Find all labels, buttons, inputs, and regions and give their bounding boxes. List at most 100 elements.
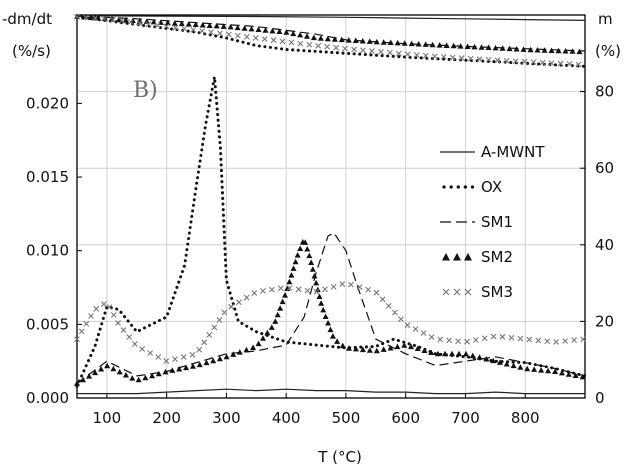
series-marker — [180, 354, 187, 360]
series-marker — [553, 339, 560, 345]
legend-label: SM2 — [481, 248, 513, 266]
legend-swatch — [453, 253, 461, 261]
series-marker — [129, 375, 136, 381]
series-marker — [365, 286, 372, 293]
series-marker — [436, 42, 443, 48]
series-marker — [250, 344, 257, 351]
y-left-axis-title-line2: (%/s) — [12, 42, 51, 60]
series-marker — [164, 19, 171, 26]
panel-label: B) — [133, 78, 158, 103]
series-marker — [304, 287, 311, 294]
series-marker — [366, 38, 373, 44]
axis-ticks: 100 200 300 400 500 600 700 8000.0000.0050.0100… — [26, 83, 614, 427]
series-marker — [149, 372, 156, 379]
series-marker — [196, 346, 203, 353]
series-marker — [526, 336, 533, 343]
series-marker — [306, 41, 313, 48]
series-marker — [122, 371, 129, 378]
series-marker — [83, 320, 90, 327]
series-marker — [255, 26, 262, 33]
mass-curves — [74, 13, 587, 68]
rate-series-sm3 — [74, 281, 586, 364]
series-marker — [74, 380, 80, 386]
series-marker — [408, 343, 415, 350]
series-marker — [510, 362, 517, 369]
series-marker — [512, 58, 519, 65]
series-marker — [434, 350, 441, 357]
series-marker — [555, 47, 562, 54]
series-marker — [538, 367, 545, 373]
series-line — [76, 15, 586, 21]
series-marker — [243, 294, 250, 301]
series-marker — [541, 47, 548, 53]
series-marker — [248, 25, 255, 32]
series-marker — [324, 43, 331, 50]
series-marker — [223, 353, 230, 360]
series-marker — [92, 369, 99, 376]
series-marker — [429, 41, 436, 48]
series-marker — [145, 21, 152, 28]
series-marker — [228, 303, 235, 310]
series-marker — [428, 334, 435, 341]
series-marker — [404, 322, 411, 329]
y-left-tick-label: 0.010 — [26, 242, 69, 260]
series-marker — [190, 26, 197, 33]
series-marker — [457, 43, 464, 49]
series-marker — [345, 345, 352, 351]
series-marker — [345, 37, 352, 43]
series-marker — [508, 334, 515, 341]
series-marker — [261, 36, 268, 42]
series-marker — [199, 28, 206, 34]
series-marker — [356, 284, 363, 291]
series-marker — [404, 51, 411, 58]
series-marker — [535, 337, 542, 344]
series-marker — [101, 15, 107, 22]
series-marker — [450, 42, 457, 49]
series-marker — [562, 48, 569, 54]
series-marker — [391, 309, 398, 316]
series-marker — [304, 246, 311, 252]
series-marker — [506, 45, 513, 52]
series-marker — [440, 54, 447, 60]
series-marker — [325, 320, 332, 326]
series-marker — [277, 285, 284, 292]
series-marker — [492, 44, 499, 51]
series-marker — [455, 338, 461, 345]
series-marker — [413, 52, 420, 58]
series-marker — [530, 59, 537, 66]
series-marker — [462, 350, 469, 357]
series-line — [75, 15, 587, 68]
legend-swatch — [442, 288, 450, 296]
series-marker — [172, 24, 179, 31]
rate-series-ox — [75, 76, 587, 388]
series-marker — [422, 52, 429, 59]
series-marker — [401, 342, 408, 348]
series-marker — [348, 281, 354, 288]
series-marker — [576, 48, 583, 55]
series-marker — [264, 329, 271, 336]
series-marker — [545, 367, 552, 374]
series-marker — [147, 350, 154, 356]
series-marker — [322, 286, 328, 293]
series-line — [75, 76, 587, 388]
series-marker — [236, 349, 243, 355]
series-line — [76, 232, 586, 384]
series-marker — [183, 364, 190, 371]
x-tick-label: 300 — [212, 409, 241, 427]
x-tick-label: 200 — [152, 409, 181, 427]
series-marker — [330, 283, 337, 290]
series-marker — [292, 258, 299, 265]
series-marker — [387, 344, 394, 351]
series-marker — [234, 32, 241, 39]
series-marker — [311, 273, 318, 279]
series-marker — [110, 365, 117, 372]
series-marker — [290, 30, 297, 37]
series-marker — [196, 361, 203, 368]
legend-label: SM1 — [481, 213, 513, 231]
series-marker — [74, 336, 80, 342]
series-marker — [115, 16, 122, 23]
series-marker — [322, 313, 329, 319]
x-tick-label: 400 — [272, 409, 301, 427]
series-marker — [534, 46, 541, 53]
